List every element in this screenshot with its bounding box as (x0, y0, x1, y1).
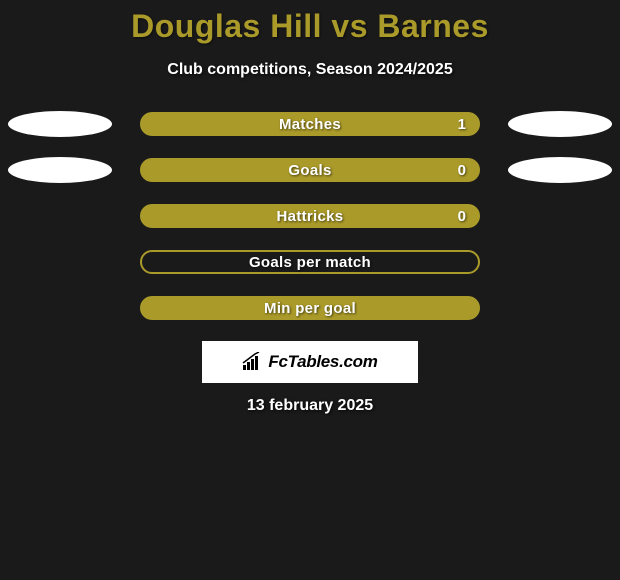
footer-date: 13 february 2025 (0, 397, 620, 415)
left-ellipse (8, 111, 112, 137)
stat-bar: Goals per match (140, 250, 480, 274)
left-ellipse (8, 157, 112, 183)
stat-bar: Min per goal (140, 296, 480, 320)
branding-logo: FcTables.com (242, 352, 377, 372)
stat-label: Goals (288, 162, 331, 179)
stat-row: Goals 0 (0, 157, 620, 183)
stat-label: Hattricks (277, 208, 344, 225)
branding-logo-box: FcTables.com (202, 341, 418, 383)
stat-row: Hattricks 0 (0, 203, 620, 229)
page-title: Douglas Hill vs Barnes (0, 8, 620, 45)
stat-row: Matches 1 (0, 111, 620, 137)
stat-label: Min per goal (264, 300, 356, 317)
stats-area: Matches 1 Goals 0 Hattricks 0 Goals per match M… (0, 111, 620, 321)
right-ellipse (508, 157, 612, 183)
right-ellipse (508, 111, 612, 137)
infographic-container: Douglas Hill vs Barnes Club competitions… (0, 0, 620, 415)
stat-value: 0 (458, 208, 466, 225)
stat-value: 0 (458, 162, 466, 179)
branding-logo-text: FcTables.com (268, 352, 377, 372)
chart-bars-icon (242, 352, 264, 372)
stat-value: 1 (458, 116, 466, 133)
stat-bar: Matches 1 (140, 112, 480, 136)
stat-label: Goals per match (249, 254, 371, 271)
stat-bar: Hattricks 0 (140, 204, 480, 228)
page-subtitle: Club competitions, Season 2024/2025 (0, 61, 620, 79)
stat-bar: Goals 0 (140, 158, 480, 182)
stat-row: Min per goal (0, 295, 620, 321)
stat-label: Matches (279, 116, 341, 133)
stat-row: Goals per match (0, 249, 620, 275)
